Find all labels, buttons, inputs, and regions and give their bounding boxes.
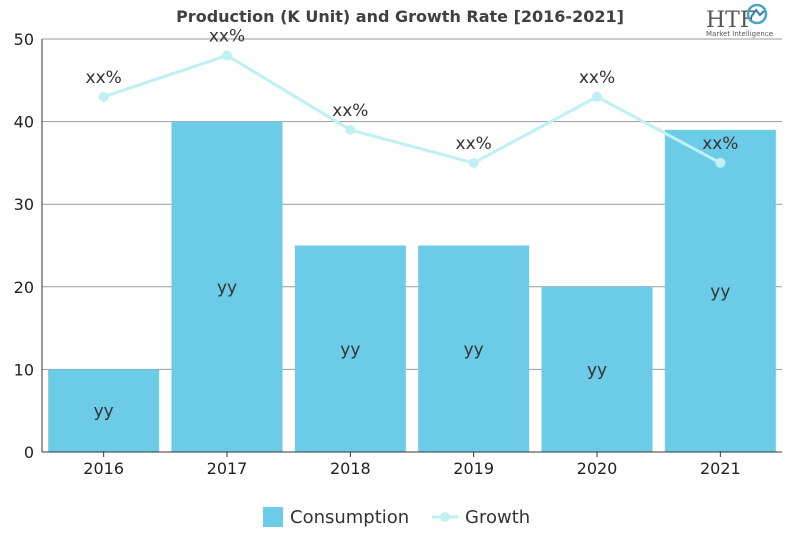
y-tick-label: 0 <box>24 443 34 462</box>
x-tick-label: 2019 <box>453 459 494 478</box>
logo-subtext: Market Intelligence <box>706 30 773 38</box>
growth-point-2016 <box>98 91 109 102</box>
growth-point-2020 <box>592 91 602 102</box>
data-labels: yy yy yy yy yy yy xx% xx% xx% xx% xx% xx% <box>86 27 739 422</box>
y-tick-label: 10 <box>14 360 34 379</box>
bar-data-label: yy <box>94 402 114 422</box>
chart-title: Production (K Unit) and Growth Rate [201… <box>176 7 624 26</box>
bar-data-label: yy <box>217 278 237 298</box>
growth-point-2018 <box>345 124 356 135</box>
x-tick-label: 2016 <box>83 459 124 478</box>
bar-consumption-2017 <box>171 121 283 452</box>
logo-trend-icon <box>750 8 765 18</box>
x-tick-label: 2017 <box>207 459 248 478</box>
legend-label-growth: Growth <box>465 507 530 528</box>
growth-data-label: xx% <box>209 27 245 47</box>
y-tick-label: 20 <box>14 278 34 297</box>
x-tick-label: 2018 <box>330 459 371 478</box>
bar-consumption-2020 <box>541 286 653 452</box>
x-tick-label: 2021 <box>700 459 741 478</box>
y-tick-label: 50 <box>14 30 34 49</box>
gridlines <box>42 38 782 370</box>
growth-data-label: xx% <box>579 68 615 88</box>
legend-label-consumption: Consumption <box>290 507 409 528</box>
bar-consumption-2016 <box>48 369 160 452</box>
y-tick-label: 30 <box>14 195 34 214</box>
growth-line <box>98 50 726 168</box>
htf-logo: HTF Market Intelligence <box>706 3 773 38</box>
growth-data-label: xx% <box>456 134 492 154</box>
bar-consumption-2018 <box>294 245 406 452</box>
legend-swatch-consumption <box>263 507 283 527</box>
growth-point-2017 <box>222 50 232 61</box>
growth-series-line <box>103 53 722 165</box>
growth-point-2021 <box>715 157 726 168</box>
y-tick-label: 40 <box>14 113 34 132</box>
logo-globe-icon <box>746 3 768 25</box>
x-tick-label: 2020 <box>577 459 618 478</box>
bar-data-label: yy <box>587 360 607 380</box>
axes: 0 10 20 30 40 50 2016 2017 2018 2019 2020 2021 <box>14 30 782 478</box>
legend: Consumption Growth <box>263 507 530 528</box>
bar-data-label: yy <box>464 340 484 360</box>
bar-data-label: yy <box>710 282 730 302</box>
growth-data-label: xx% <box>86 68 122 88</box>
growth-point-2019 <box>468 157 479 168</box>
growth-data-label: xx% <box>332 101 368 121</box>
bar-data-label: yy <box>340 340 360 360</box>
legend-marker-growth <box>440 512 450 522</box>
consumption-bars <box>48 121 776 453</box>
bar-consumption-2019 <box>418 245 530 452</box>
bar-consumption-2021 <box>664 129 776 453</box>
growth-data-label: xx% <box>702 134 738 154</box>
